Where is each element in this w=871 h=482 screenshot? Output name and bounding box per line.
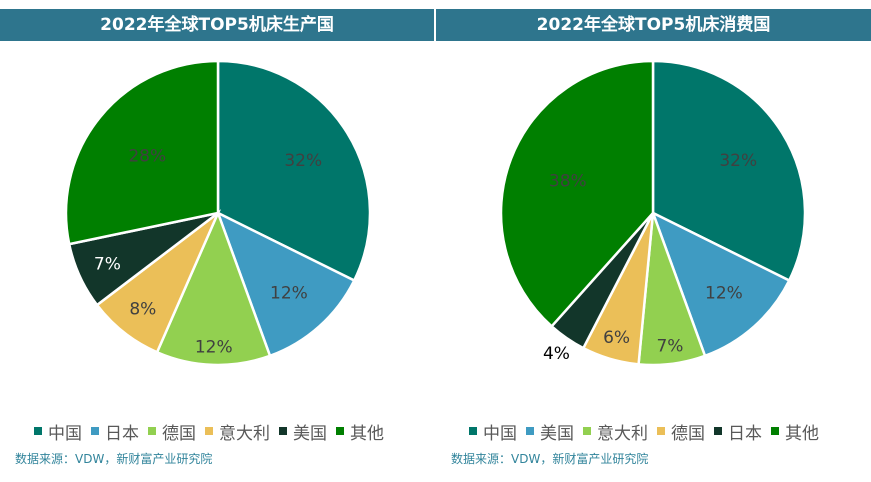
legend-label: 意大利 [597,423,648,444]
legend-swatch-icon [771,427,779,435]
pie-slice-其他 [64,59,220,246]
pie-chart-consumption: 32% 12% 7% 6% 4% 38% [499,59,807,367]
legend-item-美国: 美国 [279,419,327,444]
legend-swatch-icon [526,427,534,435]
legend-swatch-icon [336,427,344,435]
data-source-note-consumption: 数据来源：VDW，新财富产业研究院 [451,452,649,466]
legend-swatch-icon [583,427,591,435]
data-source-note-production: 数据来源：VDW，新财富产业研究院 [15,452,213,466]
data-label-意大利: 8% [129,300,156,320]
legend-item-其他: 其他 [336,419,384,444]
pie-chart-production: 32% 12% 12% 8% 7% 28% [64,59,372,367]
legend-item-德国: 德国 [657,419,705,444]
chart-title-production: 2022年全球TOP5机床生产国 [0,9,434,41]
data-label-其他: 28% [128,146,166,166]
data-label-美国: 7% [94,255,121,275]
legend-swatch-icon [279,427,287,435]
data-label-中国: 32% [719,151,757,171]
data-label-中国: 32% [284,151,322,171]
legend-swatch-icon [469,427,477,435]
legend-swatch-icon [91,427,99,435]
pie-slice-德国 [155,209,272,367]
legend-item-其他: 其他 [771,419,819,444]
legend-label: 日本 [728,423,762,444]
legend-item-意大利: 意大利 [583,419,648,444]
pie-slice-其他 [499,59,655,329]
legend-item-意大利: 意大利 [205,419,270,444]
legend-label: 其他 [785,423,819,444]
legend-swatch-icon [34,427,42,435]
legend-swatch-icon [148,427,156,435]
pie-slice-中国 [216,59,372,283]
chart-title-consumption: 2022年全球TOP5机床消费国 [436,9,871,41]
data-label-日本: 4% [543,344,570,364]
pie-slice-日本 [215,210,356,358]
legend-swatch-icon [657,427,665,435]
data-label-意大利: 7% [656,337,683,357]
data-label-其他: 38% [549,171,587,191]
pie-slice-中国 [651,59,807,283]
legend-label: 日本 [105,423,139,444]
legend-label: 意大利 [219,423,270,444]
data-label-德国: 12% [195,338,233,358]
legend-item-美国: 美国 [526,419,574,444]
legend-label: 德国 [162,423,196,444]
legend-item-中国: 中国 [469,419,517,444]
data-label-美国: 12% [705,283,743,303]
legend-label: 中国 [48,423,82,444]
legend-swatch-icon [205,427,213,435]
legend-swatch-icon [714,427,722,435]
legend-item-日本: 日本 [714,419,762,444]
legend-label: 美国 [540,423,574,444]
legend-label: 中国 [483,423,517,444]
legend-label: 美国 [293,423,327,444]
legend-item-日本: 日本 [91,419,139,444]
legend-production: 中国 日本 德国 意大利 美国 其他 [34,418,393,444]
legend-item-德国: 德国 [148,419,196,444]
legend-consumption: 中国 美国 意大利 德国 日本 其他 [469,418,828,444]
data-label-日本: 12% [270,283,308,303]
legend-label: 德国 [671,423,705,444]
legend-label: 其他 [350,423,384,444]
data-label-德国: 6% [603,328,630,348]
legend-item-中国: 中国 [34,419,82,444]
pie-slice-美国 [650,210,791,358]
